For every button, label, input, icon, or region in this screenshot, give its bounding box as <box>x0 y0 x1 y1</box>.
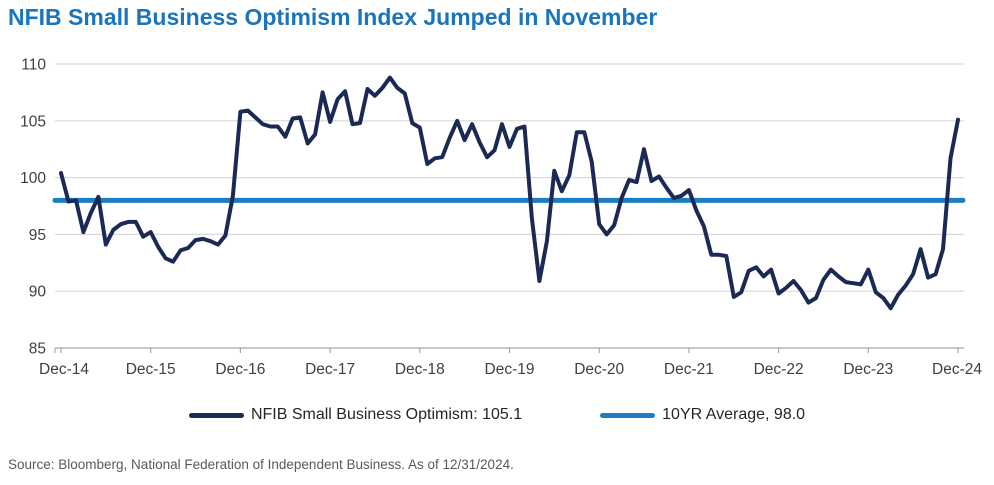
x-tick-label-Dec-17: Dec-17 <box>305 361 355 378</box>
y-tick-label-85: 85 <box>29 341 46 358</box>
average-line-swatch <box>600 412 656 418</box>
x-tick-label-Dec-20: Dec-20 <box>574 361 624 378</box>
x-tick-label-Dec-22: Dec-22 <box>754 361 804 378</box>
chart-plot-area: 85 90 95 100 105 110 Dec-14 Dec-15 Dec-16 Dec-17 D… <box>0 50 994 395</box>
x-tick-label-Dec-18: Dec-18 <box>395 361 445 378</box>
y-tick-label-105: 105 <box>20 113 46 130</box>
y-tick-label-90: 90 <box>29 284 47 301</box>
x-tick-label-Dec-19: Dec-19 <box>485 361 535 378</box>
legend-label-optimism: NFIB Small Business Optimism: 105.1 <box>250 406 523 423</box>
y-tick-label-100: 100 <box>20 170 46 187</box>
x-tick-label-Dec-23: Dec-23 <box>843 361 893 378</box>
chart-title: NFIB Small Business Optimism Index Jumpe… <box>8 4 658 30</box>
chart-legend: NFIB Small Business Optimism: 105.1 10YR… <box>0 402 994 428</box>
x-tick-label-Dec-16: Dec-16 <box>215 361 265 378</box>
legend-item-optimism: NFIB Small Business Optimism: 105.1 <box>188 406 523 424</box>
x-tick-label-Dec-14: Dec-14 <box>39 361 89 378</box>
legend-label-average: 10YR Average, 98.0 <box>662 406 806 423</box>
y-tick-label-95: 95 <box>29 227 46 244</box>
optimism-series-line <box>59 75 960 311</box>
optimism-line-chart: 85 90 95 100 105 110 Dec-14 Dec-15 Dec-16 Dec-17 D… <box>20 57 982 379</box>
source-note: Source: Bloomberg, National Federation o… <box>8 457 514 472</box>
x-tick-label-Dec-24: Dec-24 <box>932 361 982 378</box>
optimism-line-swatch <box>188 412 244 418</box>
legend-item-average: 10YR Average, 98.0 <box>600 406 805 424</box>
x-tick-label-Dec-15: Dec-15 <box>126 361 176 378</box>
y-tick-label-110: 110 <box>21 57 46 74</box>
x-tick-label-Dec-21: Dec-21 <box>664 361 714 378</box>
